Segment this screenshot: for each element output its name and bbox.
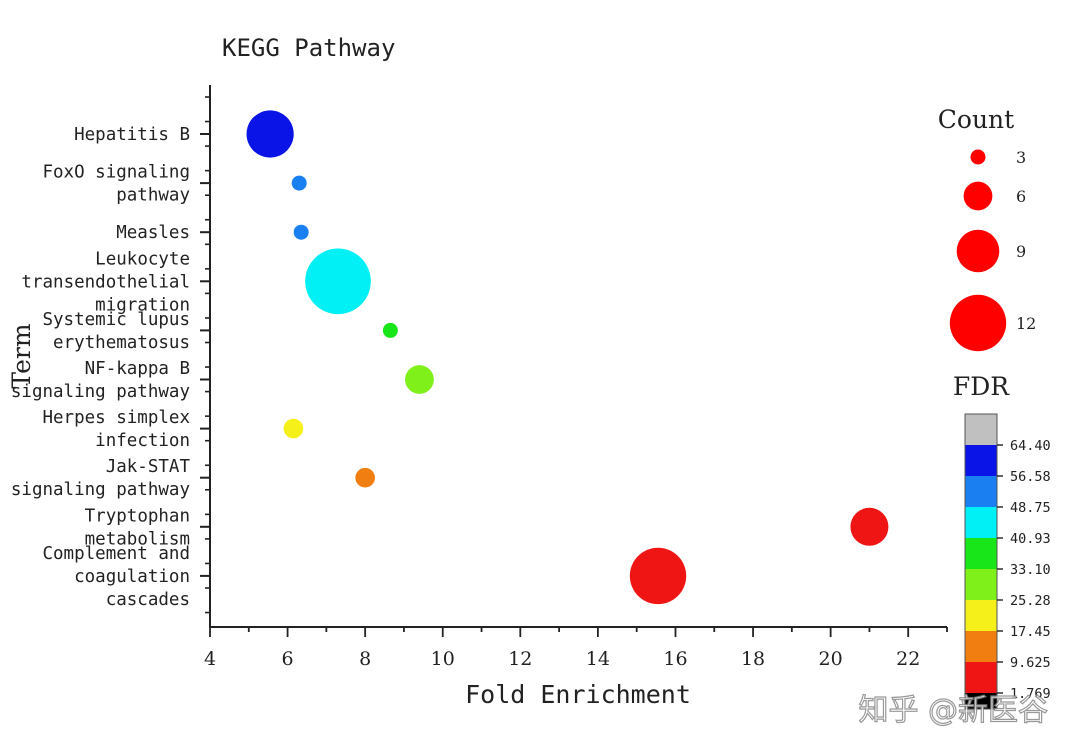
term-label: signaling pathway (11, 480, 190, 500)
fdr-swatch (965, 569, 997, 600)
bubble-point (405, 365, 434, 394)
fdr-tick-label: 56.58 (1010, 469, 1051, 485)
chart-title: KEGG Pathway (222, 34, 395, 62)
size-legend-circle (956, 229, 1000, 273)
x-tick-label: 18 (741, 648, 765, 670)
fdr-color-legend: FDR 64.40 56.58 48.75 40.93 33.10 25.28 17.45 9… (953, 372, 1051, 710)
y-axis-label: Term (7, 323, 36, 388)
fdr-swatch (965, 538, 997, 569)
term-label: migration (95, 295, 190, 315)
size-legend-circle (963, 181, 993, 211)
fdr-swatch (965, 507, 997, 538)
size-legend-label: 9 (1016, 242, 1026, 261)
watermark: 知乎 @新医谷 (858, 693, 1048, 728)
bubble-point (629, 547, 687, 605)
fdr-swatch (965, 631, 997, 662)
fdr-tick-label: 64.40 (1010, 438, 1051, 454)
term-label: Hepatitis B (74, 125, 190, 145)
fdr-swatch (965, 693, 997, 709)
term-label: Leukocyte (95, 249, 190, 269)
bubble-point (850, 507, 889, 546)
term-label: infection (95, 431, 190, 451)
term-label: Systemic lupus (42, 310, 190, 330)
x-tick-label: 6 (282, 648, 294, 670)
x-tick-label: 20 (819, 648, 843, 670)
x-tick-labels: 4 6 8 10 12 14 16 18 20 22 (204, 648, 920, 670)
fdr-tick-label: 25.28 (1010, 593, 1051, 609)
x-tick-label: 12 (508, 648, 532, 670)
term-label: transendothelial (21, 272, 190, 292)
fdr-swatch (965, 414, 997, 445)
fdr-tick-label: 17.45 (1010, 624, 1051, 640)
term-label: Complement and (42, 544, 190, 564)
size-legend-label: 12 (1016, 314, 1036, 333)
term-label: NF-kappa B (85, 359, 190, 379)
fdr-swatch (965, 600, 997, 631)
term-label: signaling pathway (11, 382, 190, 402)
term-label: Measles (116, 223, 190, 243)
bubble-series (246, 110, 889, 605)
bubble-point (283, 418, 304, 439)
fdr-colorbar-frame (964, 413, 998, 710)
term-label: metabolism (85, 529, 190, 549)
x-tick-label: 16 (663, 648, 687, 670)
x-tick-label: 10 (431, 648, 455, 670)
x-tick-label: 8 (359, 648, 371, 670)
bubble-point (355, 467, 375, 488)
x-tick-label: 4 (204, 648, 216, 670)
fdr-swatch (965, 662, 997, 693)
bubble-point (246, 110, 294, 158)
fdr-swatch (965, 476, 997, 507)
term-label: cascades (106, 590, 190, 610)
size-legend-circle (949, 294, 1007, 352)
size-legend-circle (970, 149, 986, 165)
fdr-tick-label: 33.10 (1010, 562, 1051, 578)
term-labels: Hepatitis B FoxO signaling pathway Measles L… (11, 125, 191, 610)
fdr-tick-label: 40.93 (1010, 531, 1051, 547)
fdr-tick-label: 9.625 (1010, 655, 1051, 671)
size-legend-label: 6 (1016, 187, 1026, 206)
term-label: coagulation (74, 567, 190, 587)
bubble-point (382, 322, 398, 338)
term-label: FoxO signaling (42, 163, 190, 183)
fdr-tick-label: 48.75 (1010, 500, 1051, 516)
x-axis-label: Fold Enrichment (465, 680, 691, 709)
x-tick-label: 14 (586, 648, 610, 670)
fdr-tick-label: 1.769 (1010, 686, 1051, 702)
bubble-point (305, 248, 371, 315)
plot-axes (200, 85, 948, 637)
term-label: pathway (116, 186, 190, 206)
count-legend-title: Count (938, 105, 1014, 134)
term-label: Jak-STAT (106, 457, 191, 477)
fdr-legend-title: FDR (953, 372, 1010, 401)
term-label: Tryptophan (85, 506, 190, 526)
bubble-point (293, 224, 309, 240)
size-legend-label: 3 (1016, 148, 1026, 167)
term-label: erythematosus (53, 333, 190, 353)
bubble-point (291, 175, 307, 191)
fdr-swatch (965, 445, 997, 476)
term-label: Herpes simplex (42, 408, 190, 428)
count-size-legend: Count 3 6 9 12 (938, 105, 1036, 352)
x-tick-label: 22 (896, 648, 920, 670)
